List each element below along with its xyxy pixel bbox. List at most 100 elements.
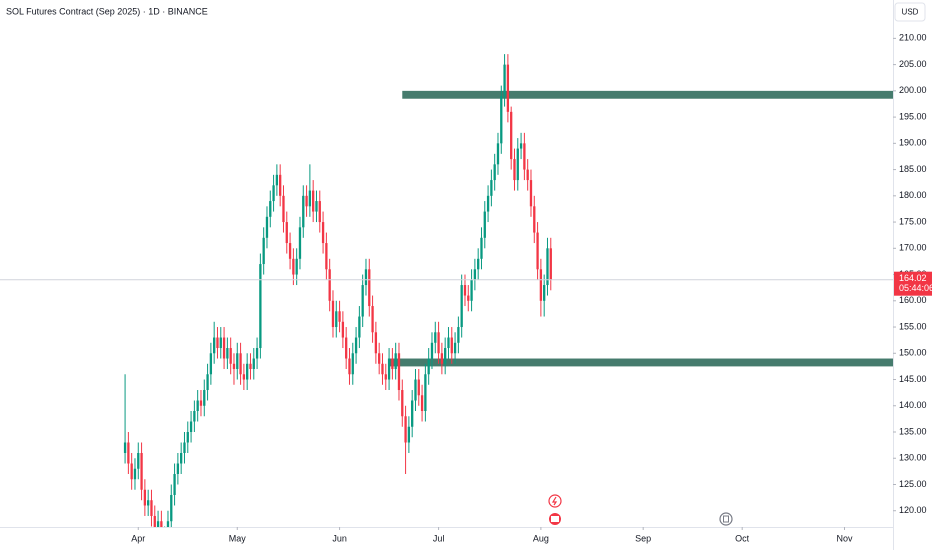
y-tick-label: 205.00	[899, 59, 927, 69]
candle-body	[404, 416, 407, 443]
candle-body	[546, 248, 549, 286]
candle-body	[127, 442, 130, 464]
candle-body	[189, 421, 193, 433]
candle-body	[453, 342, 457, 354]
event-icons[interactable]	[548, 494, 733, 526]
currency-box[interactable]	[894, 2, 926, 22]
candle-body	[384, 374, 387, 380]
candle-body	[493, 164, 496, 181]
candle-body	[199, 400, 203, 406]
candle-body	[543, 285, 546, 301]
candle-body	[407, 426, 411, 443]
candle-body	[536, 232, 539, 270]
candle-body	[490, 180, 493, 196]
candle-body	[232, 363, 236, 370]
candle-body	[249, 363, 252, 370]
candle-body	[434, 332, 437, 343]
candle-body	[180, 452, 183, 464]
candle-body	[420, 395, 424, 412]
candle-body	[269, 201, 272, 217]
candle-body	[137, 452, 140, 469]
candle-body	[176, 463, 180, 474]
candle-body	[216, 337, 219, 349]
candle-body	[371, 306, 374, 333]
y-tick-label: 170.00	[899, 243, 927, 253]
candle-body	[533, 206, 536, 233]
y-tick-label: 125.00	[899, 479, 927, 489]
candle-body	[401, 390, 404, 417]
candle-body	[345, 337, 348, 359]
candle-body	[295, 258, 298, 275]
x-tick-label: Jun	[332, 533, 347, 543]
candle-body	[480, 237, 483, 259]
candle-body	[473, 269, 477, 280]
x-tick-label: Apr	[131, 533, 145, 543]
candle-body	[483, 211, 486, 238]
x-tick-label: Aug	[533, 533, 549, 543]
candle-body	[315, 201, 318, 212]
candle-body	[374, 332, 378, 354]
candle-body	[302, 195, 305, 228]
candle-body	[226, 348, 229, 359]
candle-body	[539, 269, 543, 301]
candle-body	[437, 332, 440, 354]
candle-body	[166, 521, 170, 527]
candle-body	[470, 279, 473, 301]
candle-body	[397, 353, 401, 391]
candle-body	[213, 337, 216, 354]
candle-body	[239, 353, 242, 375]
candle-body	[500, 96, 503, 144]
candle-body	[183, 442, 186, 453]
candle-body	[467, 295, 470, 301]
candle-body	[430, 342, 434, 359]
candle-body	[411, 400, 414, 427]
x-tick-label: May	[229, 533, 247, 543]
candle-body	[298, 227, 302, 259]
candle-body	[156, 521, 160, 527]
y-tick-label: 140.00	[899, 400, 927, 410]
candle-body	[170, 494, 173, 522]
candle-body	[368, 269, 371, 307]
candle-body	[193, 411, 196, 422]
candle-body	[206, 374, 209, 391]
price-zone	[389, 358, 893, 367]
y-tick-label: 120.00	[899, 505, 927, 515]
last-price-box	[894, 271, 932, 296]
candle-body	[186, 432, 189, 443]
candle-body	[173, 473, 176, 495]
candle-body	[457, 327, 460, 343]
candle-body	[196, 400, 199, 412]
candle-body	[526, 169, 529, 181]
candle-body	[262, 237, 265, 265]
candle-body	[236, 353, 239, 370]
y-tick-label: 155.00	[899, 321, 927, 331]
candle-body	[523, 143, 526, 170]
candle-body	[519, 143, 523, 149]
y-tick-label: 130.00	[899, 453, 927, 463]
candle-body	[447, 337, 450, 349]
candle-body	[308, 190, 312, 207]
candle-body	[318, 201, 321, 223]
y-tick-label: 180.00	[899, 190, 927, 200]
candle-body	[288, 243, 292, 259]
candle-body	[381, 363, 384, 375]
candle-body	[222, 337, 226, 359]
candle-body	[246, 363, 249, 380]
y-tick-label: 150.00	[899, 348, 927, 358]
candle-body	[335, 311, 338, 328]
candle-body	[130, 463, 133, 480]
candle-body	[229, 348, 232, 364]
candle-body	[203, 390, 206, 406]
candle-body	[275, 174, 279, 186]
candle-body	[361, 285, 364, 317]
candle-body	[292, 258, 295, 275]
candle-body	[209, 353, 213, 375]
candle-body	[424, 374, 427, 412]
y-tick-label: 190.00	[899, 138, 927, 148]
candle-body	[549, 248, 552, 280]
candle-body	[321, 222, 325, 244]
candle-body	[364, 269, 368, 286]
y-tick-label: 185.00	[899, 164, 927, 174]
candle-body	[312, 190, 315, 212]
